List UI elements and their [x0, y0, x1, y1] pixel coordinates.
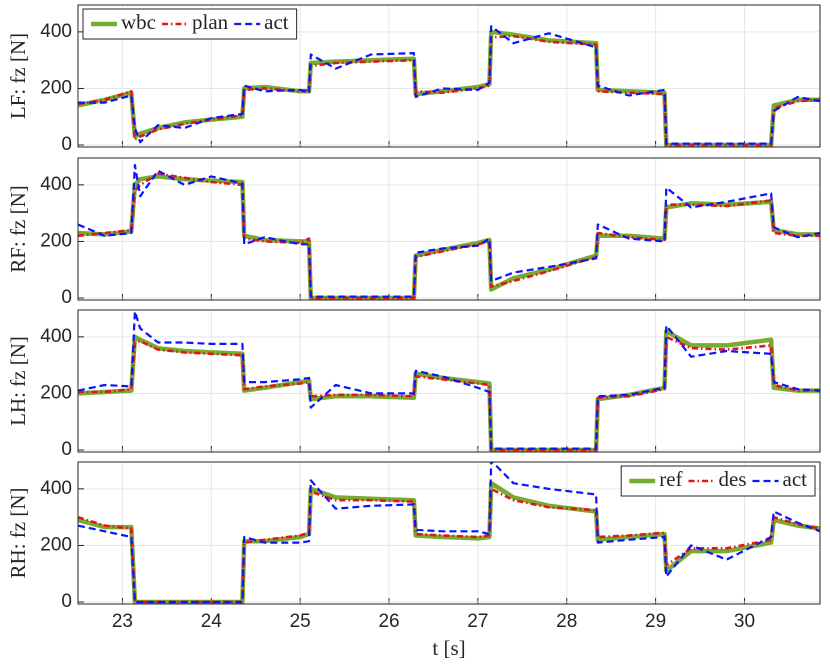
legend-label: wbc [121, 10, 156, 34]
axes-box [77, 309, 821, 453]
plot-lines [78, 462, 820, 604]
axes-box [77, 4, 821, 148]
y-axis-label: LH: fz [N] [6, 336, 30, 426]
y-tick-label: 400 [40, 478, 72, 499]
plot-area [78, 310, 820, 452]
legend-label: ref [659, 467, 682, 491]
legend-label: act [264, 10, 289, 34]
axes-box [77, 157, 821, 301]
legend-label: des [719, 467, 747, 491]
x-tick-label: 30 [734, 611, 755, 632]
x-tick-label: 23 [112, 611, 133, 632]
series-line [78, 335, 820, 452]
y-tick-label: 0 [61, 591, 72, 612]
y-tick-label: 0 [61, 134, 72, 155]
y-tick-label: 200 [40, 230, 72, 251]
series-line [78, 34, 820, 147]
legend-label: act [783, 467, 808, 491]
legend-label: plan [192, 10, 229, 34]
x-tick-label: 29 [645, 611, 666, 632]
y-axis-label: RH: fz [N] [6, 488, 30, 579]
y-tick-label: 400 [40, 326, 72, 347]
y-tick-label: 400 [40, 21, 72, 42]
y-tick-label: 0 [61, 287, 72, 308]
plot-lines [78, 164, 820, 300]
series-line [78, 310, 820, 450]
x-tick-label: 28 [556, 611, 577, 632]
y-tick-label: 200 [40, 77, 72, 98]
x-tick-label: 27 [467, 611, 488, 632]
y-tick-label: 200 [40, 382, 72, 403]
y-axis-label: RF: fz [N] [6, 185, 30, 273]
legend-box [82, 8, 298, 40]
x-tick-label: 25 [290, 611, 311, 632]
x-axis-label: t [s] [432, 636, 465, 660]
x-tick-label: 24 [201, 611, 223, 632]
legend: ref des act [620, 465, 816, 497]
y-tick-label: 400 [40, 174, 72, 195]
y-tick-label: 200 [40, 534, 72, 555]
plot-lines [78, 25, 820, 147]
y-tick-label: 0 [61, 439, 72, 460]
series-line [78, 462, 820, 604]
legend: wbc plan act [82, 8, 298, 40]
y-axis-label: LF: fz [N] [6, 33, 30, 119]
axes-box [77, 461, 821, 605]
plot-lines [78, 310, 820, 452]
series-line [78, 25, 820, 145]
x-tick-label: 26 [378, 611, 399, 632]
